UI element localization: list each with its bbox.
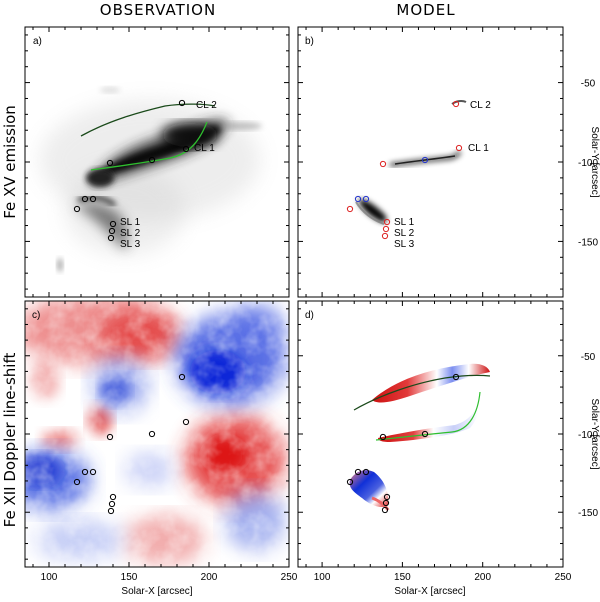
emission-markers xyxy=(73,99,190,242)
tick-label: 100 xyxy=(314,572,331,583)
panel-letter-d: d) xyxy=(305,310,314,321)
label-sl2-model: SL 2 xyxy=(394,228,415,239)
tick-label: -50 xyxy=(581,79,596,90)
tick-label: 100 xyxy=(41,572,58,583)
label-sl3-obs: SL 3 xyxy=(120,239,141,250)
panel-letter-c: c) xyxy=(32,310,40,321)
tick-label: -50 xyxy=(581,352,596,363)
panel-b: CL 2 CL 1 SL 1 SL 2 SL 3 b) xyxy=(297,26,564,298)
cl1-model-green-curve xyxy=(375,391,481,441)
label-cl1-obs: CL 1 xyxy=(194,143,215,154)
label-sl1-obs: SL 1 xyxy=(120,217,141,228)
tick-label: 200 xyxy=(201,572,218,583)
axis-ticks xyxy=(25,27,564,567)
model-markers-blue xyxy=(354,156,429,203)
doppler-image xyxy=(25,301,289,567)
row-label-doppler: Fe XII Doppler line-shift xyxy=(1,353,19,528)
emission-image: CL 2 CL 1 SL 1 SL 2 SL 3 xyxy=(40,87,262,272)
panel-c: c) xyxy=(24,300,290,568)
tick-label: -150 xyxy=(578,237,598,248)
cl2-model-dark-curve xyxy=(353,374,491,411)
doppler-model-markers xyxy=(346,373,460,514)
observation-title: OBSERVATION xyxy=(100,1,216,19)
tick-label: 200 xyxy=(474,572,491,583)
tick-label: 150 xyxy=(394,572,411,583)
label-cl1-model: CL 1 xyxy=(468,143,489,154)
tick-label: -100 xyxy=(578,430,598,441)
tick-label: -100 xyxy=(578,158,598,169)
panel-a: CL 2 CL 1 SL 1 SL 2 SL 3 a) xyxy=(24,26,290,298)
tick-label: 250 xyxy=(281,572,298,583)
panel-d: d) xyxy=(297,300,564,568)
row-label-emission: Fe XV emission xyxy=(1,105,19,219)
label-sl3-model: SL 3 xyxy=(394,239,415,250)
cl2-dark-curve xyxy=(80,103,216,137)
panel-letter-a: a) xyxy=(33,36,42,47)
tick-label: 250 xyxy=(555,572,572,583)
tick-label: 150 xyxy=(121,572,138,583)
model-markers-red xyxy=(346,100,463,240)
tick-label: -150 xyxy=(578,508,598,519)
axis-tick-labels: -150 -100 -50 100 150 200 250 100 150 200 250 -150 -… xyxy=(41,79,599,583)
model-title: MODEL xyxy=(396,1,455,19)
x-axis-label-right: Solar-X [arcsec] xyxy=(394,586,465,597)
label-cl2-model: CL 2 xyxy=(470,100,491,111)
y-axis-label-top: Solar-Y [arcsec] xyxy=(589,127,600,198)
cl1-green-curve xyxy=(90,121,208,171)
y-axis-label-bottom: Solar-Y [arcsec] xyxy=(589,399,600,470)
panel-letter-b: b) xyxy=(305,36,314,47)
label-cl2-obs: CL 2 xyxy=(196,100,217,111)
doppler-obs-markers xyxy=(73,373,190,515)
label-sl1-model: SL 1 xyxy=(394,217,415,228)
x-axis-label-left: Solar-X [arcsec] xyxy=(121,586,192,597)
label-sl2-obs: SL 2 xyxy=(120,228,141,239)
